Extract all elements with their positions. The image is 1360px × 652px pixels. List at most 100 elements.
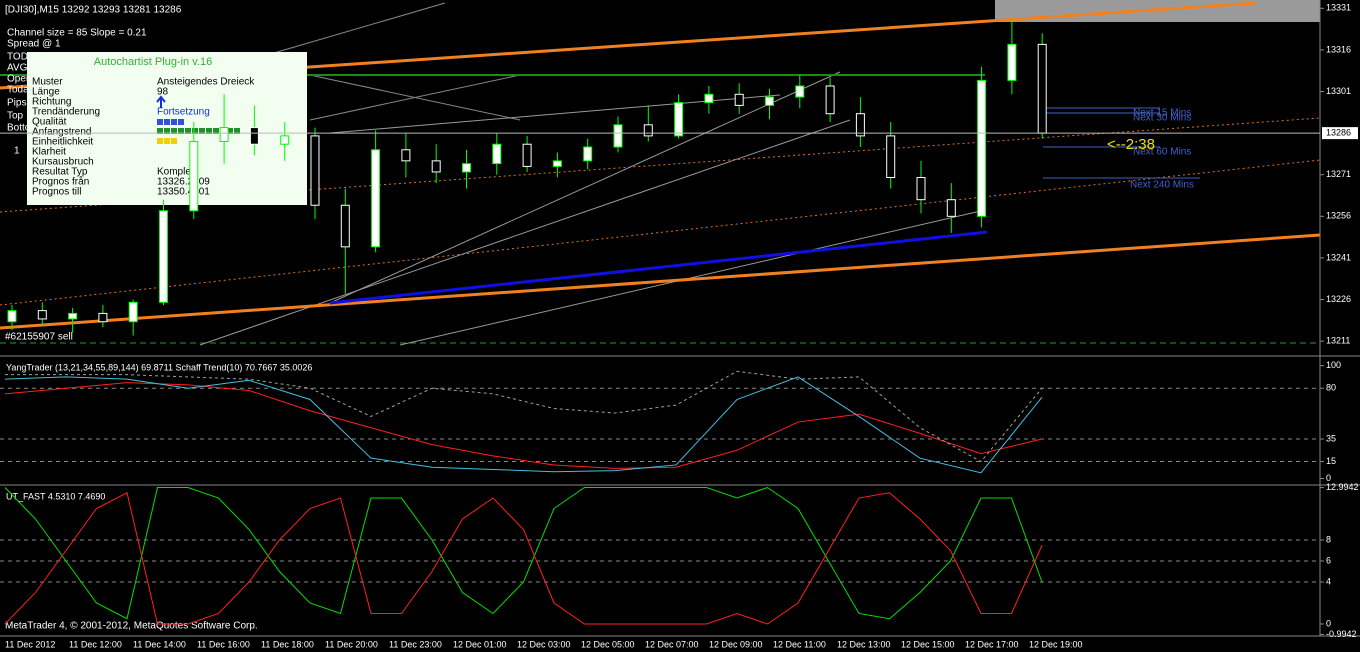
marker-label: 1 — [14, 146, 20, 157]
time-label: 11 Dec 20:00 — [325, 639, 378, 649]
row-label: Prognos från — [32, 176, 89, 188]
forecast-label: Next 30 Mins — [1133, 113, 1191, 124]
rating-square — [157, 138, 163, 144]
trend-line — [249, 2, 446, 61]
y-tick-label: 6 — [1326, 555, 1331, 565]
price-tag — [1322, 127, 1358, 140]
info-text: Oper — [7, 74, 30, 85]
candle-body — [946, 199, 956, 217]
candle-body — [1037, 43, 1047, 134]
y-tick-label: 13301 — [1326, 86, 1351, 96]
rating-square — [227, 128, 233, 134]
y-tick-label: 35 — [1326, 433, 1336, 443]
row-label: Anfangstrend — [32, 127, 92, 138]
y-tick-label: 13211 — [1326, 336, 1350, 346]
indicator-title: UT_FAST 4.5310 7.4690 — [6, 491, 105, 501]
bar-timer: <--2:38 — [1107, 136, 1155, 153]
candle-body — [492, 143, 502, 165]
row-label: Trendänderung — [32, 107, 100, 118]
y-tick-label: 80 — [1326, 383, 1336, 393]
candle-body — [371, 149, 381, 248]
rating-square — [164, 138, 170, 144]
y-tick-label: 0 — [1326, 618, 1331, 628]
y-tick-label: 13256 — [1326, 211, 1351, 221]
time-label: 12 Dec 01:00 — [453, 639, 507, 649]
row-label: Kursausbruch — [32, 157, 94, 168]
time-label: 12 Dec 13:00 — [837, 639, 891, 649]
candle-body — [189, 140, 199, 212]
rating-square — [171, 138, 177, 144]
time-label: 12 Dec 09:00 — [709, 639, 763, 649]
channel-line — [0, 159, 1321, 306]
info-text: Pips — [7, 98, 26, 109]
candle-body — [552, 160, 562, 167]
row-label: Länge — [32, 87, 60, 98]
time-label: 12 Dec 11:00 — [773, 639, 826, 649]
panel-title: Autochartist Plug-in v.16 — [94, 56, 212, 68]
rating-square — [213, 128, 219, 134]
candle-body — [310, 135, 320, 206]
rating-square — [185, 128, 191, 134]
indicator-line — [4, 376, 1043, 474]
trend-line — [329, 71, 841, 304]
row-label: Klarheit — [32, 147, 66, 158]
rating-square — [164, 128, 170, 134]
y-tick-label: 13241 — [1326, 252, 1351, 262]
candle-body — [249, 127, 259, 145]
rating-square — [206, 128, 212, 134]
candle-body — [977, 79, 987, 217]
candle-body — [431, 160, 441, 173]
row-label: Resultat Typ — [32, 167, 88, 178]
y-tick-label: 13316 — [1326, 44, 1351, 54]
trend-line — [309, 74, 521, 121]
time-label: 12 Dec 17:00 — [965, 639, 1019, 649]
time-label: 12 Dec 19:00 — [1029, 639, 1083, 649]
rating-square — [157, 128, 163, 134]
time-label: 11 Dec 23:00 — [389, 639, 442, 649]
y-tick-label: 100 — [1326, 360, 1341, 370]
time-label: 12 Dec 15:00 — [901, 639, 955, 649]
row-value: 13326.2709 — [157, 177, 210, 188]
row-value: 13350.4501 — [157, 187, 210, 198]
indicator-line — [4, 486, 1043, 620]
row-value: Komplett — [157, 167, 197, 178]
candle-body — [462, 163, 471, 173]
time-label: 12 Dec 03:00 — [517, 639, 571, 649]
candle-body — [765, 96, 774, 106]
chart-header: [DJI30],M15 13292 13293 13281 13286 — [5, 5, 182, 16]
order-label: #62155907 sell — [5, 332, 73, 343]
y-tick-label: 8 — [1326, 534, 1331, 544]
row-label: Qualität — [32, 117, 67, 128]
y-tick-label: 13331 — [1326, 3, 1351, 13]
rating-square — [164, 119, 170, 125]
time-label: 11 Dec 16:00 — [197, 639, 250, 649]
candle-body — [795, 85, 805, 98]
candle-body — [340, 204, 350, 248]
candle-body — [280, 135, 290, 145]
y-tick-label: 13271 — [1326, 169, 1351, 179]
row-value: Fortsetzung — [157, 107, 210, 118]
info-text: AVG — [7, 63, 28, 74]
info-text: TOD — [7, 52, 28, 63]
pattern-line — [0, 233, 1321, 330]
candle-body — [674, 102, 684, 137]
candle-body — [855, 113, 865, 137]
support-line — [329, 230, 988, 305]
row-value: Ansteigendes Dreieck — [157, 77, 255, 88]
candle-body — [128, 301, 138, 323]
candle-body — [219, 127, 229, 142]
info-text: Botto — [7, 123, 31, 134]
info-text: Channel size = 85 Slope = 0.21 — [7, 28, 147, 39]
indicator-line — [4, 382, 1043, 469]
y-tick-label: 4 — [1326, 576, 1331, 586]
rating-square — [192, 128, 198, 134]
info-text: Top — [7, 111, 24, 122]
candle-body — [704, 93, 714, 104]
price-tag-label: 13286 — [1326, 128, 1351, 138]
y-tick-label: 13226 — [1326, 294, 1351, 304]
candle-body — [916, 177, 926, 201]
time-label: 11 Dec 14:00 — [133, 639, 186, 649]
info-text: Spread @ 1 — [7, 39, 61, 50]
forecast-label: Next 60 Mins — [1133, 147, 1191, 158]
